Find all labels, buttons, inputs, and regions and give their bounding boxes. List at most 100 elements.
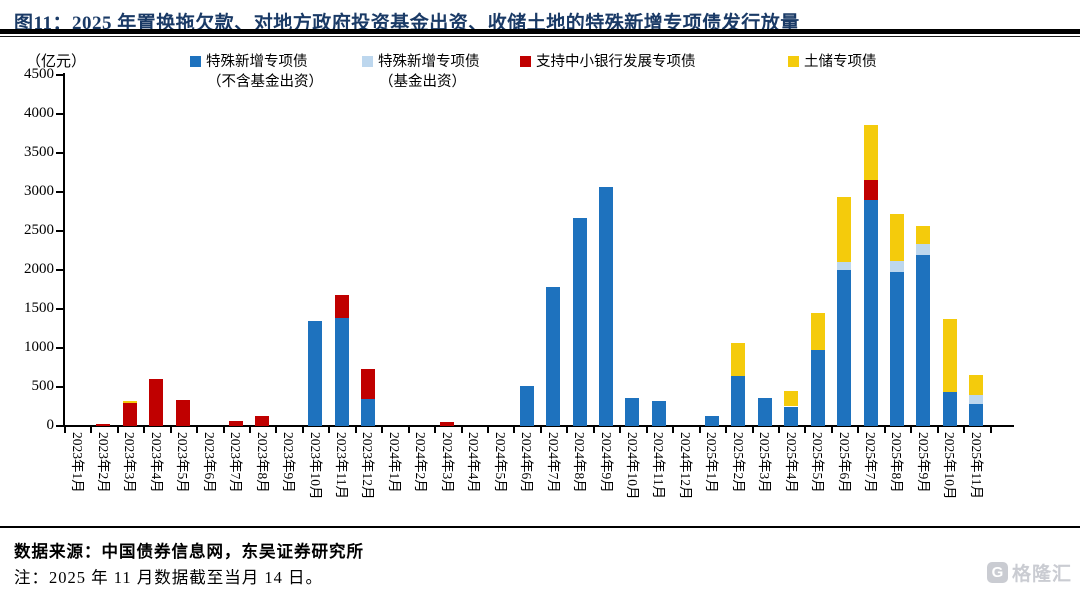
legend-item-special-bond-ex-fund: 特殊新增专项债 （不含基金出资） <box>190 52 323 92</box>
title-divider-thick <box>0 29 1080 34</box>
x-axis-tick <box>804 427 807 433</box>
bar-segment <box>731 342 746 377</box>
y-axis-tick-label: 3000 <box>24 183 54 199</box>
x-axis-tick <box>830 427 833 433</box>
x-axis-label: 2025年1月 <box>704 432 720 493</box>
y-axis-tick <box>56 347 64 349</box>
x-axis-tick <box>725 427 728 433</box>
bar-segment <box>360 369 375 399</box>
x-axis-label: 2023年11月 <box>334 432 350 499</box>
legend-label: 特殊新增专项债 （不含基金出资） <box>206 54 323 90</box>
bar-segment <box>889 260 904 273</box>
x-axis-label: 2024年9月 <box>598 432 614 493</box>
plot-area: 0 500 1000 1500 2000 2500 3000 3500 4000 4500 202… <box>24 66 1014 500</box>
bar-segment <box>863 200 878 426</box>
legend-swatch-red <box>520 56 531 67</box>
x-axis-tick <box>566 427 569 433</box>
y-axis-tick-label: 4000 <box>24 105 54 121</box>
y-axis-tick-label: 4500 <box>24 66 54 82</box>
bar-segment <box>704 415 719 426</box>
x-axis-label: 2025年4月 <box>783 432 799 493</box>
x-axis-tick <box>857 427 860 433</box>
x-axis-tick <box>196 427 199 433</box>
bar-segment <box>889 214 904 261</box>
bar-segment <box>837 261 852 270</box>
x-axis-tick <box>275 427 278 433</box>
bar-segment <box>916 255 931 426</box>
bar-segment <box>149 379 164 426</box>
y-axis-tick <box>56 113 64 115</box>
x-axis-tick <box>910 427 913 433</box>
x-axis-label: 2024年1月 <box>386 432 402 493</box>
y-axis-tick <box>56 191 64 193</box>
bar-segment <box>942 319 957 392</box>
x-axis-tick <box>116 427 119 433</box>
bar-segment <box>228 420 243 426</box>
x-axis-label: 2024年11月 <box>651 432 667 499</box>
y-axis-tick-label: 1000 <box>24 339 54 355</box>
bar-segment <box>122 403 137 426</box>
x-axis-tick <box>487 427 489 433</box>
bar-segment <box>599 187 614 426</box>
x-axis-tick <box>381 427 384 433</box>
bar-segment <box>837 270 852 426</box>
y-axis-tick-label: 2500 <box>24 222 54 238</box>
legend-item-small-bank-bond: 支持中小银行发展专项债 <box>520 52 696 72</box>
x-axis-tick <box>539 427 542 433</box>
bar-segment <box>969 404 984 426</box>
x-axis-tick <box>301 427 304 433</box>
bar-segment <box>784 406 799 426</box>
x-axis-label: 2023年1月 <box>69 432 85 493</box>
y-axis-tick <box>56 425 64 427</box>
bar-segment <box>308 320 323 426</box>
bar-segment <box>122 401 137 404</box>
x-axis-tick <box>592 427 595 433</box>
legend-label: 土储专项债 <box>804 54 877 70</box>
x-axis-label: 2023年8月 <box>254 432 270 493</box>
x-axis-label: 2023年7月 <box>228 432 244 493</box>
y-axis-tick <box>56 230 64 232</box>
bar-segment <box>334 317 349 426</box>
x-axis-tick <box>989 427 992 433</box>
y-axis-tick-label: 0 <box>46 417 55 433</box>
y-axis-tick <box>56 152 64 154</box>
x-axis-label: 2024年5月 <box>492 432 508 493</box>
x-axis-label: 2025年7月 <box>863 432 879 493</box>
title-divider-thin <box>0 36 1080 37</box>
x-axis-tick <box>407 427 410 433</box>
x-axis-label: 2024年2月 <box>413 432 429 493</box>
footnote: 注：2025 年 11 月数据截至当月 14 日。 <box>14 568 324 587</box>
legend-swatch-blue <box>190 56 201 67</box>
x-axis-label: 2025年11月 <box>968 432 984 499</box>
x-axis-tick <box>90 427 93 433</box>
x-axis-label: 2024年8月 <box>572 432 588 493</box>
legend-item-land-reserve-bond: 土储专项债 <box>788 52 877 72</box>
bar-segment <box>757 398 772 426</box>
legend-swatch-lightblue <box>362 56 373 67</box>
bar-segment <box>784 390 799 407</box>
brand-logo-icon: G <box>986 562 1008 583</box>
legend-item-special-bond-fund: 特殊新增专项债 （基金出资） <box>362 52 480 92</box>
x-axis-label: 2025年10月 <box>942 432 958 500</box>
x-axis-label: 2023年10月 <box>307 432 323 500</box>
brand-name: 格隆汇 <box>1011 564 1072 585</box>
bar-segment <box>863 179 878 201</box>
x-axis-tick <box>222 427 225 433</box>
bar-segment <box>731 376 746 426</box>
x-axis-tick <box>963 427 966 433</box>
x-axis-tick <box>751 427 754 433</box>
chart-title: 图11：2025 年置换拖欠款、对地方政府投资基金出资、收储土地的特殊新增专项债… <box>14 13 800 34</box>
x-axis-tick <box>698 427 701 433</box>
y-axis-unit-label: （亿元） <box>26 54 87 70</box>
x-axis-tick <box>645 427 648 433</box>
x-axis-label: 2024年6月 <box>519 432 535 493</box>
y-axis-tick <box>56 74 64 76</box>
bar-segment <box>255 415 270 426</box>
x-axis-tick <box>619 427 622 433</box>
x-axis-tick <box>328 427 331 433</box>
x-axis-label: 2025年6月 <box>836 432 852 493</box>
x-axis-tick <box>460 427 463 433</box>
x-axis-label: 2025年9月 <box>915 432 931 493</box>
legend-swatch-yellow <box>788 56 799 67</box>
y-axis-tick <box>56 386 64 388</box>
